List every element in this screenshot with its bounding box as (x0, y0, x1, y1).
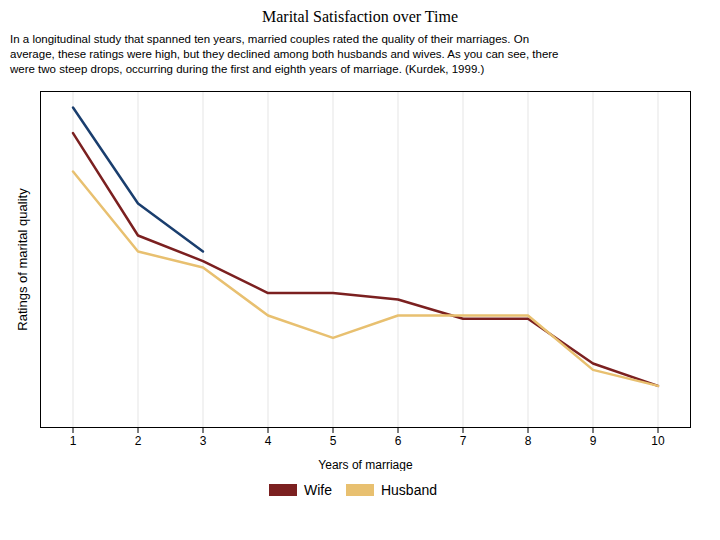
html-text:Husband: Husband (381, 481, 437, 498)
svg-text:Ratings of marital quality: Ratings of marital quality (15, 188, 30, 331)
svg-text:6: 6 (395, 434, 402, 448)
svg-text:7: 7 (460, 434, 467, 448)
html-text:Wife: Wife (304, 481, 332, 498)
svg-text:2: 2 (135, 434, 142, 448)
html-text:average, these ratings were hi: average, these ratings were high, but th… (10, 48, 559, 60)
svg-text:1: 1 (70, 434, 77, 448)
html-text:Marital Satisfaction over Time: Marital Satisfaction over Time (262, 8, 458, 25)
svg-text:10: 10 (651, 434, 665, 448)
svg-text:9: 9 (590, 434, 597, 448)
svg-text:4: 4 (265, 434, 272, 448)
svg-text:5: 5 (330, 434, 337, 448)
svg-text:3: 3 (200, 434, 207, 448)
svg-text:8: 8 (525, 434, 532, 448)
svg-text:Years of marriage: Years of marriage (318, 458, 413, 472)
html-text:were two steep drops, occurrin: were two steep drops, occurring during t… (10, 63, 485, 75)
html-text:In a longitudinal study that s: In a longitudinal study that spanned ten… (10, 33, 530, 45)
